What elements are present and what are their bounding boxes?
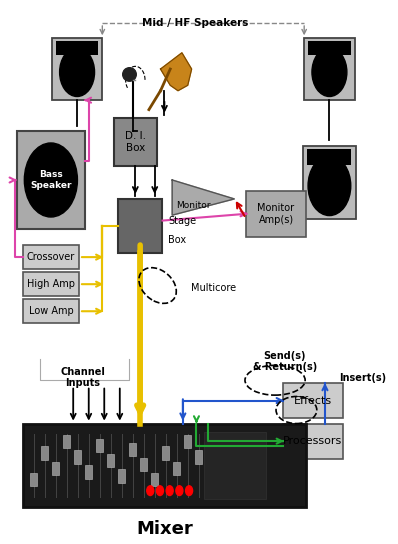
Bar xyxy=(23,272,79,296)
Bar xyxy=(151,473,158,486)
Bar xyxy=(304,38,355,100)
Bar xyxy=(162,446,169,460)
Bar xyxy=(23,424,306,508)
Text: Send(s)
& Return(s): Send(s) & Return(s) xyxy=(253,350,317,372)
Bar xyxy=(195,450,202,463)
Circle shape xyxy=(308,156,351,215)
Bar xyxy=(53,462,59,475)
Bar xyxy=(56,41,98,55)
Circle shape xyxy=(185,486,193,496)
Circle shape xyxy=(176,486,183,496)
Text: Effects: Effects xyxy=(294,395,332,405)
Polygon shape xyxy=(160,53,191,91)
Bar xyxy=(303,146,356,219)
Bar xyxy=(283,424,343,459)
Bar xyxy=(129,442,136,456)
Text: D. I.
Box: D. I. Box xyxy=(125,131,146,153)
Bar xyxy=(118,199,162,253)
Bar xyxy=(184,435,191,448)
Text: Monitor
Amp(s): Monitor Amp(s) xyxy=(258,203,295,225)
Bar xyxy=(23,245,79,269)
Bar xyxy=(30,473,37,486)
Text: Channel
Inputs: Channel Inputs xyxy=(60,367,105,388)
Bar xyxy=(74,450,81,463)
Circle shape xyxy=(24,143,78,217)
Bar xyxy=(85,466,92,479)
Circle shape xyxy=(166,486,173,496)
Text: Stage: Stage xyxy=(168,215,197,226)
Text: Low Amp: Low Amp xyxy=(29,306,73,316)
Text: Multicore: Multicore xyxy=(191,283,236,293)
Text: Bass
Speaker: Bass Speaker xyxy=(30,170,72,190)
Text: Mid / HF Speakers: Mid / HF Speakers xyxy=(142,18,249,28)
Text: Insert(s): Insert(s) xyxy=(339,373,386,382)
Bar xyxy=(118,469,125,483)
Bar xyxy=(307,149,351,165)
Bar xyxy=(52,38,102,100)
Circle shape xyxy=(60,48,95,96)
Bar xyxy=(41,446,49,460)
Bar xyxy=(107,454,114,467)
Text: Crossover: Crossover xyxy=(27,252,75,262)
Bar xyxy=(63,435,70,448)
Text: Processors: Processors xyxy=(283,436,343,446)
Ellipse shape xyxy=(123,67,136,81)
Bar xyxy=(140,458,147,471)
Bar xyxy=(17,131,85,228)
Circle shape xyxy=(147,486,154,496)
Text: Box: Box xyxy=(168,234,186,244)
Text: Mixer: Mixer xyxy=(136,520,193,538)
Bar xyxy=(308,41,351,55)
Text: High Amp: High Amp xyxy=(27,279,75,289)
Bar xyxy=(23,299,79,324)
Bar xyxy=(204,432,266,499)
Bar xyxy=(283,383,343,418)
Circle shape xyxy=(312,48,347,96)
Bar xyxy=(114,118,157,166)
Bar xyxy=(246,191,306,237)
Text: Monitor: Monitor xyxy=(176,201,211,211)
Bar xyxy=(96,438,103,452)
Bar xyxy=(173,462,180,475)
Polygon shape xyxy=(172,180,234,215)
Circle shape xyxy=(156,486,164,496)
